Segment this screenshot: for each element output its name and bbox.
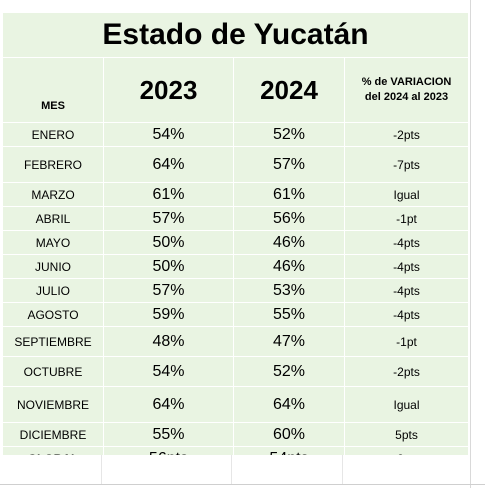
value-2023-cell[interactable]: 61% [103,182,234,207]
variation-cell[interactable]: -4pts [343,302,470,327]
value-2023-cell[interactable]: 50% [103,230,234,255]
header-2024[interactable]: 2024 [233,57,345,123]
month-cell[interactable]: JUNIO [2,254,104,279]
table-row: MARZO 61% 61% Igual [2,182,470,207]
table-row: DICIEMBRE 55% 60% 5pts [2,422,470,447]
table-row: ENERO 54% 52% -2pts [2,122,470,147]
variation-cell[interactable]: -2pts [343,356,470,387]
month-cell[interactable]: NOVIEMBRE [2,386,104,423]
month-cell[interactable]: ENERO [2,122,104,147]
value-2024-cell[interactable]: 46% [233,254,345,279]
sheet-right-edge [470,0,485,488]
value-2023-cell[interactable]: 54% [103,356,234,387]
variation-cell[interactable]: -4pts [343,254,470,279]
table-row: AGOSTO 59% 55% -4pts [2,302,470,327]
table-row: JUNIO 50% 46% -4pts [2,254,470,279]
header-variation-line2: del 2024 al 2023 [364,91,449,103]
title-row: Estado de Yucatán [1,12,470,58]
value-2024-cell[interactable]: 60% [233,422,345,447]
month-cell[interactable]: ABRIL [2,206,104,231]
month-cell[interactable]: AGOSTO [2,302,104,327]
sheet-empty-area [0,455,470,488]
table-row: MAYO 50% 46% -4pts [2,230,470,255]
month-cell[interactable]: OCTUBRE [2,356,104,387]
variation-cell[interactable]: -2pts [343,122,470,147]
value-2023-cell[interactable]: 57% [103,278,234,303]
header-variation-line1: % de VARIACION [361,76,452,88]
header-variation[interactable]: % de VARIACION del 2024 al 2023 [343,57,470,123]
sheet-bottom-border [0,484,485,485]
value-2023-cell[interactable]: 50% [103,254,234,279]
variation-cell[interactable]: -4pts [343,230,470,255]
table-title[interactable]: Estado de Yucatán [1,12,470,58]
value-2024-cell[interactable]: 56% [233,206,345,231]
variation-cell[interactable]: 5pts [343,422,470,447]
gridline [101,455,102,484]
table-row: FEBRERO 64% 57% -7pts [2,146,470,183]
month-cell[interactable]: FEBRERO [2,146,104,183]
value-2024-cell[interactable]: 64% [233,386,345,423]
table-body: ENERO 54% 52% -2pts FEBRERO 64% 57% -7pts MARZO 6… [2,122,470,447]
table-row: SEPTIEMBRE 48% 47% -1pt [2,326,470,357]
gridline [342,455,343,484]
variation-cell[interactable]: -4pts [343,278,470,303]
value-2024-cell[interactable]: 52% [233,356,345,387]
header-2023[interactable]: 2023 [103,57,234,123]
value-2023-cell[interactable]: 64% [103,146,234,183]
gridline [231,455,232,484]
value-2023-cell[interactable]: 57% [103,206,234,231]
value-2024-cell[interactable]: 53% [233,278,345,303]
table-row: ABRIL 57% 56% -1pt [2,206,470,231]
header-row: MES 2023 2024 % de VARIACION del 2024 al… [2,57,470,123]
value-2024-cell[interactable]: 52% [233,122,345,147]
variation-cell[interactable]: -1pt [343,206,470,231]
value-2024-cell[interactable]: 61% [233,182,345,207]
month-cell[interactable]: DICIEMBRE [2,422,104,447]
value-2023-cell[interactable]: 59% [103,302,234,327]
table-row: NOVIEMBRE 64% 64% Igual [2,386,470,423]
month-cell[interactable]: MAYO [2,230,104,255]
variation-cell[interactable]: Igual [343,182,470,207]
value-2023-cell[interactable]: 48% [103,326,234,357]
month-cell[interactable]: JULIO [2,278,104,303]
yucatan-table: Estado de Yucatán MES 2023 2024 % de VAR… [1,12,470,471]
month-cell[interactable]: SEPTIEMBRE [2,326,104,357]
month-cell[interactable]: MARZO [2,182,104,207]
value-2024-cell[interactable]: 47% [233,326,345,357]
variation-cell[interactable]: -7pts [343,146,470,183]
variation-cell[interactable]: -1pt [343,326,470,357]
table-row: JULIO 57% 53% -4pts [2,278,470,303]
variation-cell[interactable]: Igual [343,386,470,423]
value-2023-cell[interactable]: 64% [103,386,234,423]
value-2023-cell[interactable]: 54% [103,122,234,147]
value-2024-cell[interactable]: 55% [233,302,345,327]
header-mes[interactable]: MES [2,57,104,123]
value-2024-cell[interactable]: 46% [233,230,345,255]
value-2024-cell[interactable]: 57% [233,146,345,183]
value-2023-cell[interactable]: 55% [103,422,234,447]
table-row: OCTUBRE 54% 52% -2pts [2,356,470,387]
